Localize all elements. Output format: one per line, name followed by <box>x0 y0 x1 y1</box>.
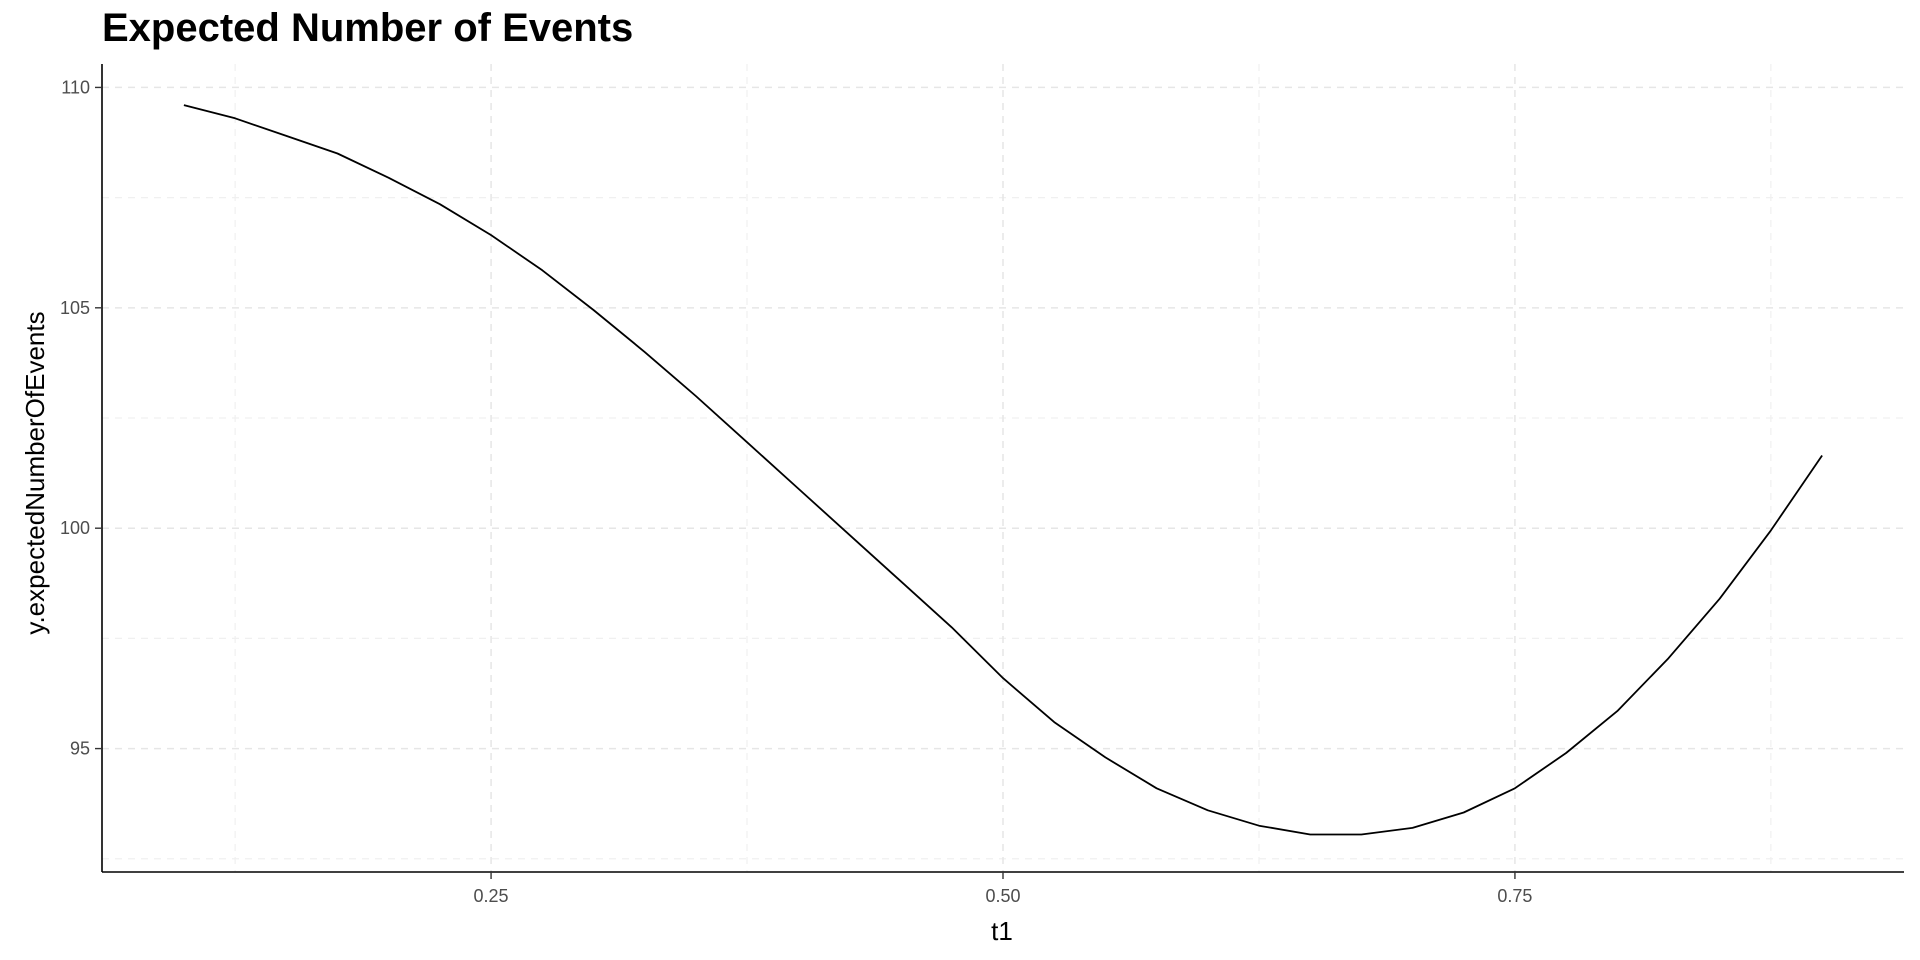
x-tick-label: 0.25 <box>474 886 509 906</box>
y-tick-label: 95 <box>70 739 90 759</box>
chart-title: Expected Number of Events <box>102 6 634 50</box>
y-axis-title: y.expectedNumberOfEvents <box>20 311 50 634</box>
y-tick-label: 110 <box>61 77 90 97</box>
tick-labels: 0.25 0.50 0.75 95 100 105 110 <box>60 77 1533 906</box>
series-line <box>183 104 1823 836</box>
x-axis-title: t1 <box>991 916 1013 946</box>
series-layer <box>183 104 1823 836</box>
x-tick-label: 0.75 <box>1497 886 1532 906</box>
grid-lines <box>102 64 1904 872</box>
y-tick-label: 100 <box>60 518 90 538</box>
x-tick-label: 0.50 <box>985 886 1020 906</box>
y-tick-label: 105 <box>60 298 90 318</box>
axes <box>95 64 1904 879</box>
